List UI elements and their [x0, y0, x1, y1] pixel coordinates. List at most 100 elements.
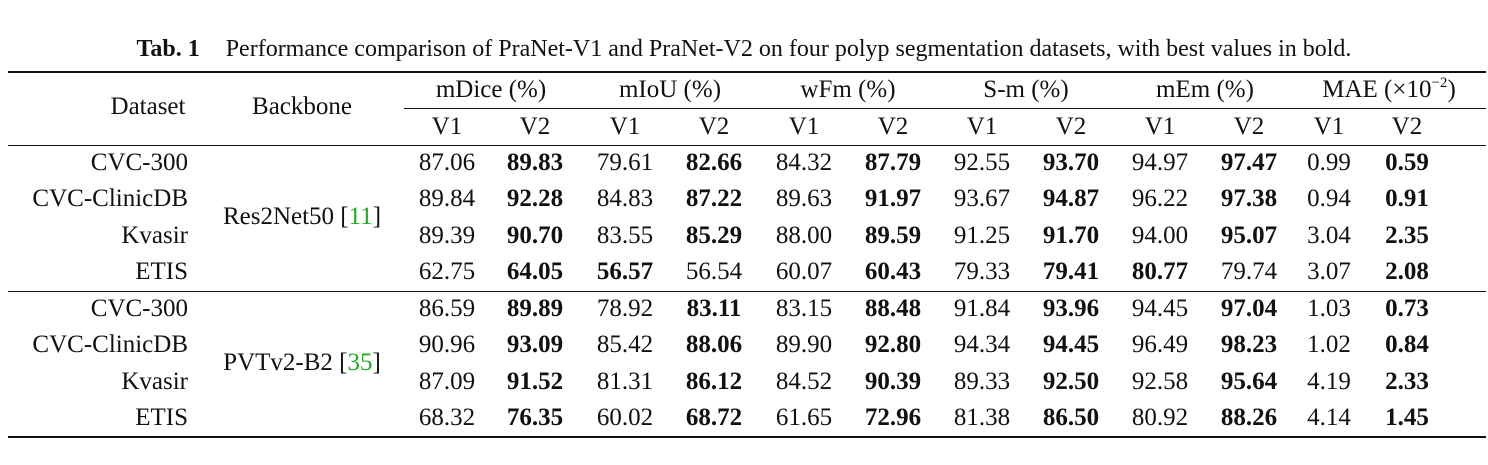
value-cell: 80.77: [1131, 257, 1189, 285]
value-cell: 86.50: [1042, 403, 1100, 431]
value-cell: 0.94: [1307, 185, 1351, 213]
backbone-cell: PVTv2-B2 [35]: [223, 348, 381, 378]
value-cell: 79.41: [1042, 257, 1100, 285]
value-cell: 78.92: [596, 295, 654, 322]
backbone-name: PVTv2-B2 [: [223, 349, 348, 377]
value-cell: 0.91: [1385, 185, 1429, 213]
value-cell: 1.02: [1307, 331, 1351, 359]
citation-link[interactable]: 11: [348, 203, 373, 231]
value-cell: 89.84: [418, 185, 476, 213]
subheader-v2: V2: [1055, 113, 1087, 140]
value-cell: 91.84: [953, 295, 1011, 322]
value-cell: 92.58: [1131, 367, 1189, 395]
value-cell: 94.87: [1042, 185, 1100, 213]
value-cell: 83.11: [686, 295, 742, 322]
value-cell: 93.96: [1042, 295, 1100, 322]
value-cell: 89.39: [418, 221, 476, 249]
subheader-v2: V2: [519, 113, 551, 140]
value-cell: 3.04: [1307, 221, 1351, 249]
value-cell: 60.43: [864, 257, 922, 285]
value-cell: 2.35: [1385, 221, 1429, 249]
header-wfm: wFm (%): [800, 76, 896, 103]
value-cell: 90.39: [864, 367, 922, 395]
value-cell: 90.70: [506, 221, 564, 249]
backbone-name: Res2Net50 [: [222, 203, 349, 231]
value-cell: 92.80: [864, 331, 922, 359]
value-cell: 87.06: [418, 149, 476, 176]
value-cell: 82.66: [685, 149, 743, 176]
dataset-cell: CVC-300: [90, 149, 188, 176]
value-cell: 64.05: [506, 257, 564, 285]
value-cell: 94.97: [1131, 149, 1189, 176]
table-caption: Tab. 1 Performance comparison of PraNet-V…: [0, 36, 1488, 63]
value-cell: 4.14: [1307, 403, 1351, 431]
value-cell: 87.22: [685, 185, 743, 213]
group-separator-rule: [8, 291, 1486, 292]
value-cell: 80.92: [1131, 403, 1189, 431]
subheader-v1: V1: [966, 113, 998, 140]
dataset-cell: CVC-ClinicDB: [32, 331, 188, 359]
value-cell: 94.34: [953, 331, 1011, 359]
value-cell: 91.25: [953, 221, 1011, 249]
subheader-v2: V2: [698, 113, 730, 140]
value-cell: 60.02: [596, 403, 654, 431]
value-cell: 96.49: [1131, 331, 1189, 359]
value-cell: 84.32: [775, 149, 833, 176]
subheader-v1: V1: [431, 113, 463, 140]
subheader-v1: V1: [1313, 113, 1345, 140]
dataset-cell: CVC-300: [90, 295, 188, 322]
value-cell: 93.67: [953, 185, 1011, 213]
header-mem: mEm (%): [1156, 76, 1254, 103]
bottom-rule: [8, 436, 1486, 438]
value-cell: 60.07: [775, 257, 833, 285]
value-cell: 91.70: [1042, 221, 1100, 249]
value-cell: 87.09: [418, 367, 476, 395]
value-cell: 62.75: [418, 257, 476, 285]
caption-text: Performance comparison of PraNet-V1 and …: [225, 36, 1352, 62]
dataset-cell: ETIS: [135, 403, 188, 431]
value-cell: 94.00: [1131, 221, 1189, 249]
value-cell: 2.08: [1385, 257, 1429, 285]
value-cell: 3.07: [1307, 257, 1351, 285]
header-bottom-rule: [8, 145, 1486, 146]
value-cell: 61.65: [775, 403, 833, 431]
subheader-v1: V1: [788, 113, 820, 140]
value-cell: 91.52: [506, 367, 564, 395]
header-dataset: Dataset: [110, 93, 186, 120]
value-cell: 0.84: [1385, 331, 1429, 359]
value-cell: 89.83: [506, 149, 564, 176]
backbone-cell: Res2Net50 [11]: [223, 202, 381, 232]
subheader-v1: V1: [1144, 113, 1176, 140]
value-cell: 84.83: [596, 185, 654, 213]
header-mae-prefix: MAE (×10: [1322, 76, 1432, 103]
citation-bracket: ]: [372, 349, 381, 377]
header-backbone: Backbone: [252, 93, 352, 120]
value-cell: 0.73: [1385, 295, 1429, 322]
value-cell: 56.54: [685, 257, 743, 285]
header-mae: MAE (×10−2): [1322, 75, 1456, 108]
value-cell: 0.99: [1307, 149, 1351, 176]
value-cell: 92.50: [1042, 367, 1100, 395]
header-mae-exp: −2: [1431, 75, 1448, 91]
header-mae-suffix: ): [1447, 76, 1456, 103]
citation-link[interactable]: 35: [347, 349, 373, 377]
value-cell: 98.23: [1220, 331, 1278, 359]
subheader-v1: V1: [609, 113, 641, 140]
value-cell: 79.33: [953, 257, 1011, 285]
subheader-v2: V2: [877, 113, 909, 140]
value-cell: 81.38: [953, 403, 1011, 431]
value-cell: 86.12: [685, 367, 743, 395]
citation-bracket: ]: [372, 203, 382, 231]
value-cell: 90.96: [418, 331, 476, 359]
subheader-v2: V2: [1391, 113, 1423, 140]
value-cell: 81.31: [596, 367, 654, 395]
header-miou: mIoU (%): [618, 76, 722, 103]
header-mdice: mDice (%): [435, 76, 547, 103]
value-cell: 76.35: [506, 403, 564, 431]
value-cell: 2.33: [1385, 367, 1429, 395]
header-sm: S-m (%): [983, 76, 1069, 103]
value-cell: 86.59: [418, 295, 476, 322]
value-cell: 1.03: [1307, 295, 1351, 322]
value-cell: 56.57: [596, 257, 654, 285]
value-cell: 89.59: [864, 221, 922, 249]
